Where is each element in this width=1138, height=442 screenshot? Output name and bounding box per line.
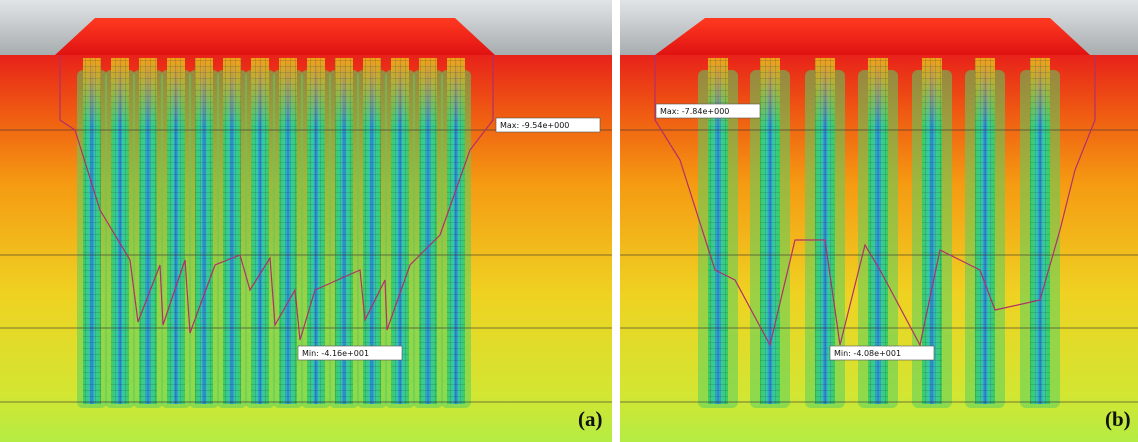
- panel-label: (b): [1105, 407, 1131, 431]
- max-label: Max: -9.54e+000: [500, 121, 569, 130]
- pile-cap: [55, 18, 495, 55]
- column-mesh: [975, 58, 995, 404]
- min-label: Min: -4.08e+001: [834, 349, 901, 358]
- panel-a: Max: -9.54e+000 Min: -4.16e+001 (a): [0, 0, 612, 442]
- column-mesh: [111, 58, 129, 404]
- column-mesh: [223, 58, 241, 404]
- column-mesh: [251, 58, 269, 404]
- figure: Max: -9.54e+000 Min: -4.16e+001 (a) Max: -…: [0, 0, 1138, 442]
- column-mesh: [1030, 58, 1050, 404]
- column-mesh: [139, 58, 157, 404]
- min-label: Min: -4.16e+001: [302, 349, 369, 358]
- column-mesh: [279, 58, 297, 404]
- column-mesh: [447, 58, 465, 404]
- column-mesh: [195, 58, 213, 404]
- column-mesh: [760, 58, 780, 404]
- panel-b: Max: -7.84e+000 Min: -4.08e+001 (b): [620, 0, 1138, 442]
- page: Max: -9.54e+000 Min: -4.16e+001 (a) Max: -…: [0, 0, 1138, 442]
- column-mesh: [83, 58, 101, 404]
- column-mesh: [419, 58, 437, 404]
- max-label: Max: -7.84e+000: [660, 107, 729, 116]
- panel-label: (a): [578, 407, 603, 431]
- column-mesh: [167, 58, 185, 404]
- pile-cap: [655, 18, 1090, 55]
